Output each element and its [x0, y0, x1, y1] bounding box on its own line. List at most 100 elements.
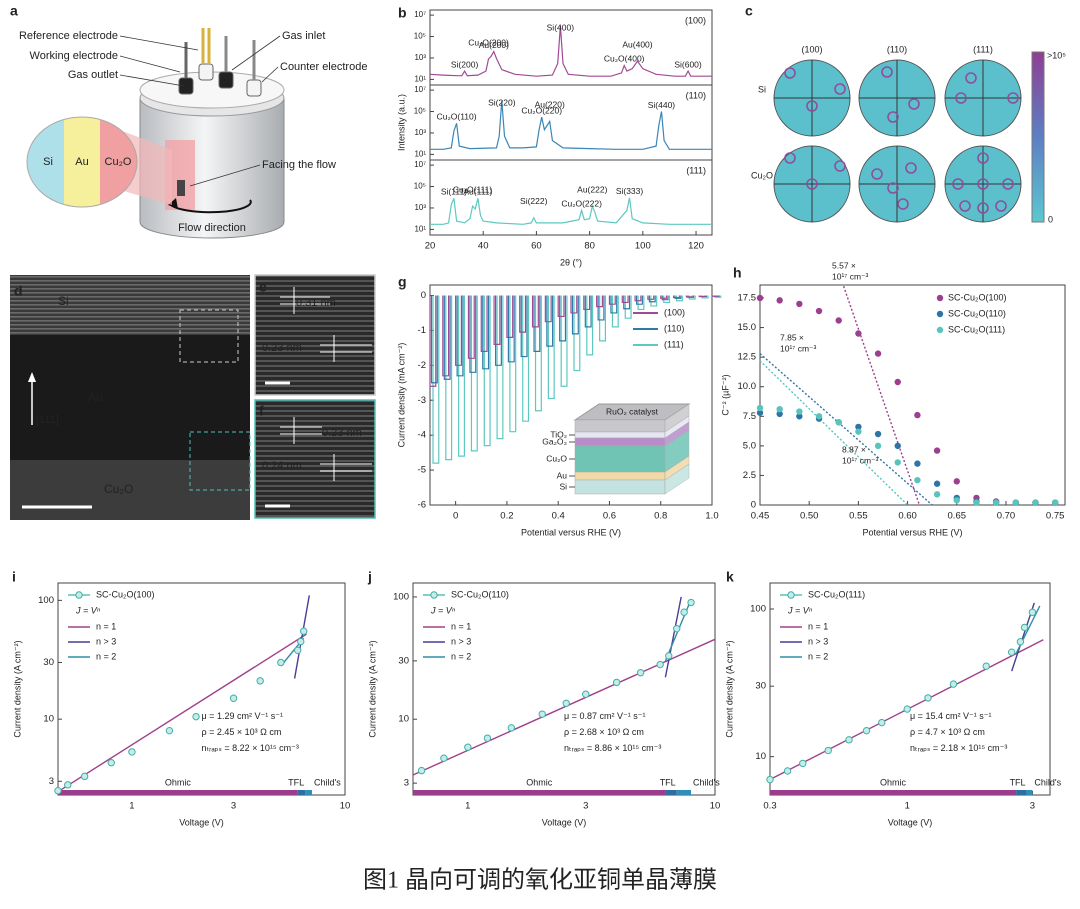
- chopped-pulse: [596, 295, 604, 308]
- data-point: [855, 428, 862, 435]
- annotation: 10¹⁷ cm⁻³: [832, 271, 869, 281]
- regime-bar: [1026, 790, 1033, 795]
- pole-spot: [806, 178, 818, 190]
- data-point: [107, 759, 115, 767]
- colorbar: [1031, 51, 1045, 223]
- data-point: [80, 772, 89, 781]
- data-point: [299, 627, 308, 635]
- y-tick-label: 10³: [414, 53, 426, 62]
- data-point: [756, 404, 764, 412]
- legend-marker: [936, 326, 944, 334]
- chopped-pulse: [661, 295, 669, 301]
- x-axis-label: 2θ (°): [560, 257, 582, 267]
- legend-label: SC-Cu₂O(100): [96, 589, 155, 599]
- chopped-pulse: [493, 295, 501, 345]
- panel-letter: c: [745, 3, 753, 19]
- regime-label: Child's: [693, 777, 720, 787]
- chopped-pulse: [711, 295, 719, 297]
- regime-bar: [770, 790, 1017, 795]
- plot-frame: [429, 284, 713, 506]
- data-point: [783, 767, 792, 775]
- legend-label: SC-Cu₂O(100): [948, 292, 1007, 302]
- callout-line: [119, 55, 181, 73]
- y-tick-label: 100: [38, 595, 54, 606]
- chopped-pulse: [456, 295, 464, 377]
- chopped-pulse: [429, 295, 437, 387]
- legend-label: n > 3: [808, 636, 828, 646]
- data-point: [656, 660, 664, 669]
- y-tick-label: 12.5: [738, 352, 757, 363]
- data-point: [192, 712, 200, 721]
- data-point: [894, 378, 901, 386]
- regime-label: TFL: [660, 777, 676, 787]
- chopped-pulse: [470, 295, 478, 452]
- y-axis-label: C⁻² (µF⁻²): [720, 374, 730, 415]
- stat-label: nₜᵣₐₚₛ = 8.86 × 10¹⁵ cm⁻³: [564, 743, 661, 753]
- x-axis-label: Potential versus RHE (V): [862, 527, 962, 537]
- x-axis-label: Potential versus RHE (V): [521, 527, 621, 537]
- callout-line: [261, 66, 279, 83]
- annotation: 10¹⁷ cm⁻³: [842, 455, 879, 465]
- legend-label: n = 1: [808, 621, 828, 631]
- fit-line: [1015, 605, 1041, 654]
- y-axis-label: Current density (A cm⁻²): [12, 640, 22, 737]
- y-axis-label: Current density (A cm⁻²): [367, 640, 377, 737]
- spacing-label: 0.24 nm: [262, 460, 302, 472]
- callout-line: [231, 35, 281, 71]
- legend-label: n > 3: [96, 636, 116, 646]
- y-tick-label: 100: [393, 591, 409, 602]
- x-tick-label: 0.65: [948, 511, 967, 522]
- panel-letter: e: [259, 279, 267, 295]
- chopped-pulse: [443, 295, 451, 380]
- data-point: [756, 409, 764, 416]
- x-tick-label: 0.6: [603, 511, 616, 522]
- regime-bar: [58, 790, 298, 795]
- spacing-label: 0.23 nm: [262, 342, 302, 354]
- y-tick-label: 100: [750, 604, 766, 615]
- legend-label: SC-Cu₂O(110): [948, 308, 1006, 318]
- pole-spot: [887, 182, 899, 194]
- x-tick-label: 10: [340, 801, 351, 812]
- data-point: [1016, 638, 1025, 646]
- inset-label: Ga₂O₃: [542, 436, 567, 446]
- stat-label: μ = 1.29 cm² V⁻¹ s⁻¹: [202, 711, 283, 721]
- pole-spot: [784, 152, 796, 164]
- stat-label: nₜᵣₐₚₛ = 2.18 × 10¹⁵ cm⁻³: [910, 743, 1007, 753]
- pole-spot: [806, 100, 818, 112]
- inset-label: TiO₂: [550, 429, 567, 439]
- pole-spot: [834, 160, 846, 172]
- peak-label: Cu₂O(220): [521, 105, 562, 115]
- x-tick-label: 0.70: [997, 511, 1016, 522]
- y-tick-label: 0: [421, 290, 426, 301]
- legend-label: (110): [664, 323, 684, 333]
- chopped-pulse: [570, 295, 578, 314]
- pole-spot: [977, 202, 989, 214]
- orientation-label: (111): [686, 165, 706, 175]
- chopped-pulse: [519, 295, 527, 333]
- chopped-pulse: [467, 295, 475, 359]
- y-axis-label: Intensity (a.u.): [396, 94, 406, 151]
- pole-spot: [905, 162, 917, 174]
- y-tick-label: 2.5: [743, 470, 756, 481]
- chopped-pulse: [635, 295, 643, 305]
- regime-bar: [297, 790, 306, 795]
- layer-label: Si: [58, 294, 69, 308]
- legend-label: n = 1: [451, 621, 471, 631]
- pole-spot: [959, 200, 971, 212]
- data-point: [766, 775, 774, 784]
- legend-title: J = Vⁿ: [75, 605, 101, 615]
- data-point: [277, 658, 285, 667]
- legend-marker: [936, 294, 944, 302]
- pole-spot: [897, 198, 909, 210]
- y-tick-label: 30: [755, 681, 766, 692]
- pole-spot: [784, 67, 796, 79]
- peak-label: Cu₂O(200): [468, 37, 509, 47]
- peak-label: Si(400): [547, 22, 575, 32]
- data-point: [953, 478, 960, 485]
- chopped-pulse: [685, 295, 693, 298]
- panel-letter: k: [726, 569, 734, 585]
- callout-label: Reference electrode: [19, 30, 118, 42]
- data-point: [229, 694, 238, 702]
- peak-label: Si(600): [674, 59, 702, 69]
